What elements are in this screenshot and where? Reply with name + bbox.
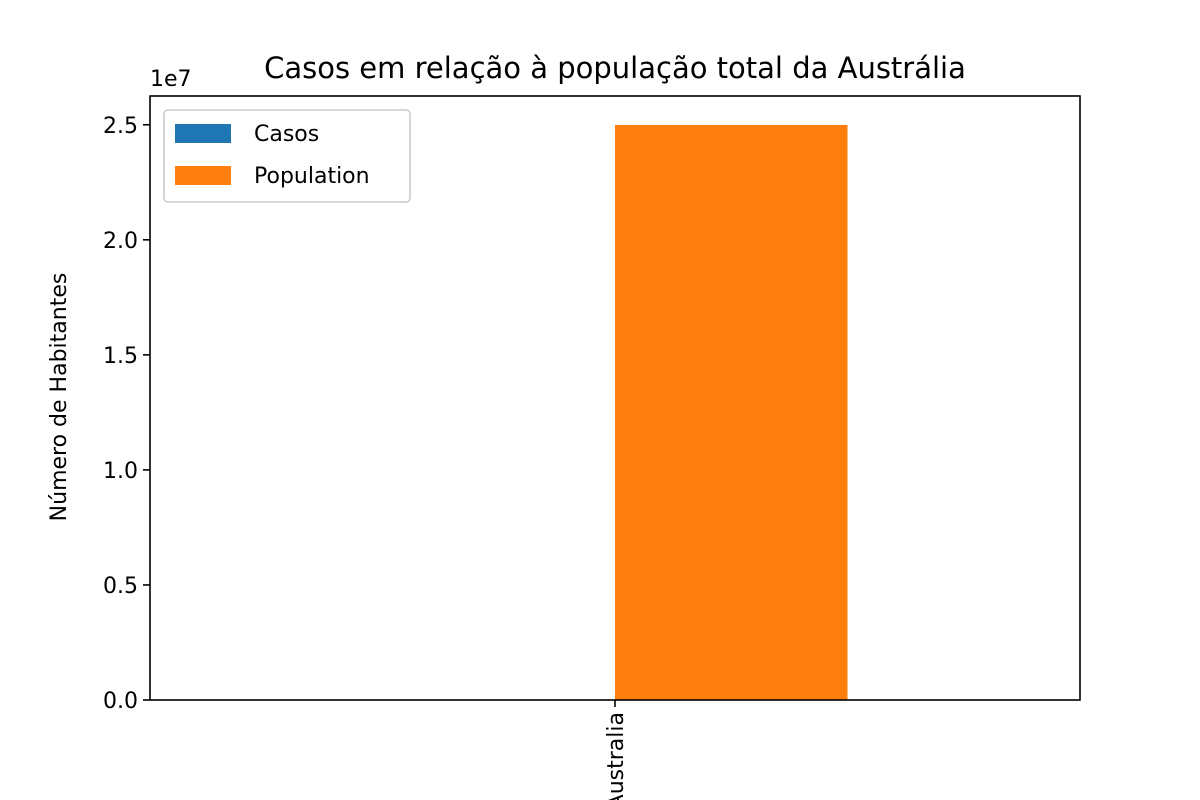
legend-label-population: Population [254,164,370,189]
bar-population-australia [615,124,848,700]
bars [382,124,848,700]
x-axis-ticks: Australia [604,700,629,800]
y-tick-label: 1.5 [103,344,138,369]
y-axis-label: Número de Habitantes [47,273,72,522]
x-tick-label: Australia [604,712,629,800]
y-offset-text: 1e7 [150,67,192,92]
legend: Casos Population [163,109,411,203]
plot-frame [149,95,1081,701]
y-tick-label: 0.0 [103,689,138,714]
y-axis-ticks: 0.0 0.5 1.0 1.5 2.0 2.5 [103,114,150,714]
y-tick-label: 1.0 [103,459,138,484]
y-tick-label: 0.5 [103,574,138,599]
legend-swatch-population [175,166,231,185]
legend-label-casos: Casos [254,122,319,147]
y-tick-label: 2.5 [103,114,138,139]
legend-swatch-casos [175,124,231,143]
chart-title: Casos em relação à população total da Au… [264,51,966,85]
y-tick-label: 2.0 [103,229,138,254]
